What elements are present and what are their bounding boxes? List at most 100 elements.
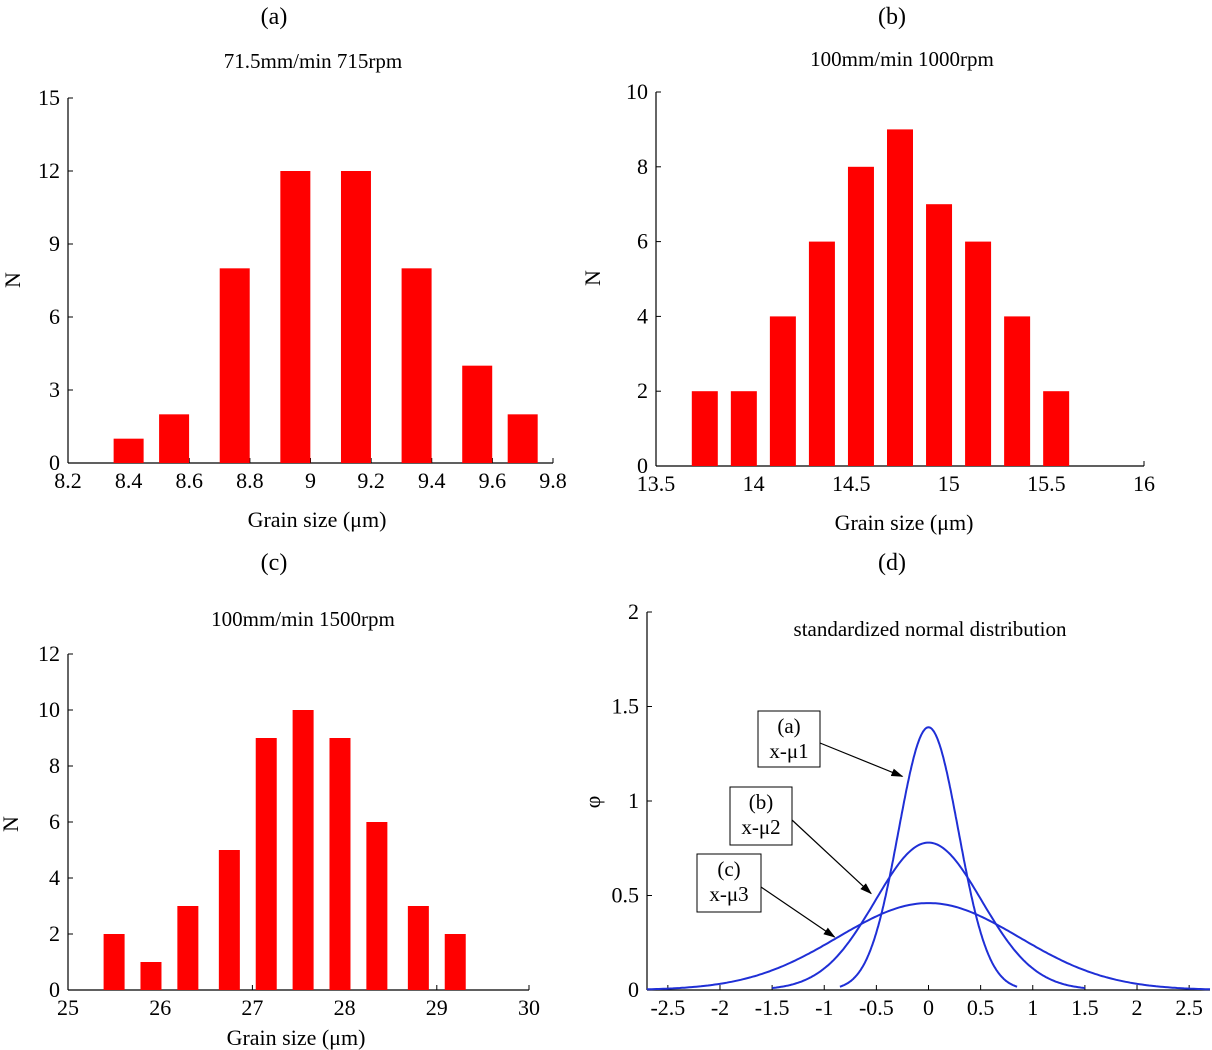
distribution-curve (772, 841, 1085, 989)
x-tick-label: 30 (518, 995, 540, 1020)
y-tick-label: 6 (49, 809, 60, 834)
x-tick-label: 2 (1132, 995, 1143, 1020)
histogram-bar (407, 906, 429, 990)
y-tick-label: 2 (637, 378, 648, 403)
annotation-text: (a) (777, 714, 800, 738)
y-tick-label: 2 (628, 599, 639, 624)
histogram-bar (113, 438, 144, 463)
panel-d-axes: -2.5 -2 -1.5 -1 -0.5 0 0.5 1 1.5 2 2.5 0 0.5 1 1.5 2 (a)… (612, 599, 1211, 1020)
x-tick-label: 14 (743, 471, 765, 496)
panel-b-label: (b) (878, 4, 906, 30)
panel-b-ylabel: N (580, 270, 605, 286)
y-tick-label: 2 (49, 921, 60, 946)
panel-c-ylabel: N (0, 816, 23, 832)
histogram-bar (769, 316, 796, 466)
panel-a-axes: 8.2 8.4 8.6 8.8 9 9.2 9.4 9.6 9.8 0 3 6 9 12 15 (38, 85, 567, 493)
x-tick-label: 9.2 (357, 468, 385, 493)
panel-c-axes: 25 26 27 28 29 30 0 2 4 6 8 10 12 (38, 641, 540, 1020)
x-tick-label: 1.5 (1071, 995, 1099, 1020)
y-tick-label: 15 (38, 85, 60, 110)
x-tick-label: 13.5 (637, 471, 676, 496)
annotation-callout: (a)x-μ1 (757, 710, 904, 777)
histogram-bar (329, 738, 351, 990)
annotation-arrow (760, 886, 836, 938)
y-tick-label: 10 (38, 697, 60, 722)
histogram-bar (255, 738, 277, 990)
x-tick-label: -2 (711, 995, 729, 1020)
x-tick-label: 15 (938, 471, 960, 496)
y-tick-label: 3 (49, 377, 60, 402)
panel-c-xlabel: Grain size (μm) (227, 1025, 366, 1050)
histogram-bar (462, 365, 493, 463)
histogram-bar (177, 906, 199, 990)
y-tick-label: 10 (626, 79, 648, 104)
x-tick-label: 8.4 (115, 468, 143, 493)
y-tick-label: 0 (49, 977, 60, 1002)
histogram-bar (401, 268, 432, 463)
annotation-callout: (b)x-μ2 (729, 786, 872, 895)
x-tick-label: 14.5 (832, 471, 871, 496)
y-tick-label: 6 (637, 229, 648, 254)
panel-b-axes: 13.5 14 14.5 15 15.5 16 0 2 4 6 8 10 (626, 79, 1155, 496)
annotation-box (729, 786, 793, 846)
panel-d-label: (d) (878, 550, 906, 576)
x-tick-label: 25 (57, 995, 79, 1020)
panel-c-label: (c) (261, 550, 288, 576)
y-tick-label: 12 (38, 641, 60, 666)
histogram-bar (103, 934, 125, 990)
y-tick-label: 8 (49, 753, 60, 778)
histogram-bar (292, 710, 314, 990)
y-tick-label: 0 (637, 453, 648, 478)
panel-b-title: 100mm/min 1000rpm (810, 47, 994, 71)
panel-a-xlabel: Grain size (μm) (248, 507, 387, 532)
histogram-bar (887, 129, 913, 466)
panel-b-xlabel: Grain size (μm) (835, 510, 974, 535)
x-tick-label: -0.5 (859, 995, 894, 1020)
panel-d-ylabel: φ (580, 796, 605, 809)
histogram-bar (219, 268, 250, 463)
histogram-bar (366, 822, 388, 990)
x-tick-label: 0 (923, 995, 934, 1020)
y-tick-label: 8 (637, 154, 648, 179)
histogram-bar (140, 962, 162, 990)
annotation-text: x-μ2 (741, 815, 780, 839)
x-tick-label: -1.5 (755, 995, 790, 1020)
x-tick-label: 1 (1027, 995, 1038, 1020)
x-tick-label: 9 (305, 468, 316, 493)
histogram-bar (730, 391, 757, 466)
distribution-curve (839, 726, 1018, 988)
histogram-bar (808, 241, 835, 466)
x-tick-label: 29 (426, 995, 448, 1020)
y-tick-label: 4 (637, 303, 648, 328)
panel-c-title: 100mm/min 1500rpm (211, 607, 395, 631)
x-tick-label: 27 (241, 995, 263, 1020)
y-tick-label: 0.5 (612, 883, 640, 908)
x-tick-label: 9.6 (479, 468, 507, 493)
x-tick-label: -2.5 (650, 995, 685, 1020)
histogram-bar (926, 204, 953, 466)
histogram-bar (444, 934, 466, 990)
histogram-bar (965, 241, 992, 466)
histogram-bar (280, 171, 311, 463)
histogram-bar (1004, 316, 1031, 466)
x-tick-label: 16 (1133, 471, 1155, 496)
x-tick-label: 9.4 (418, 468, 446, 493)
annotation-arrow (791, 819, 872, 895)
histogram-bar (1043, 391, 1070, 466)
x-tick-label: 2.5 (1175, 995, 1203, 1020)
y-tick-label: 6 (49, 304, 60, 329)
y-tick-label: 4 (49, 865, 60, 890)
histogram-bar (507, 414, 538, 463)
x-tick-label: 8.8 (236, 468, 264, 493)
histogram-bar (218, 850, 240, 990)
y-tick-label: 1 (628, 788, 639, 813)
panel-a-ylabel: N (0, 272, 25, 288)
panel-a-title: 71.5mm/min 715rpm (224, 49, 403, 73)
x-tick-label: -1 (815, 995, 833, 1020)
annotation-box (696, 853, 762, 913)
x-tick-label: 15.5 (1027, 471, 1066, 496)
x-tick-label: 26 (149, 995, 171, 1020)
histogram-bar (847, 166, 874, 467)
y-tick-label: 0 (628, 977, 639, 1002)
annotation-arrow (819, 742, 904, 777)
